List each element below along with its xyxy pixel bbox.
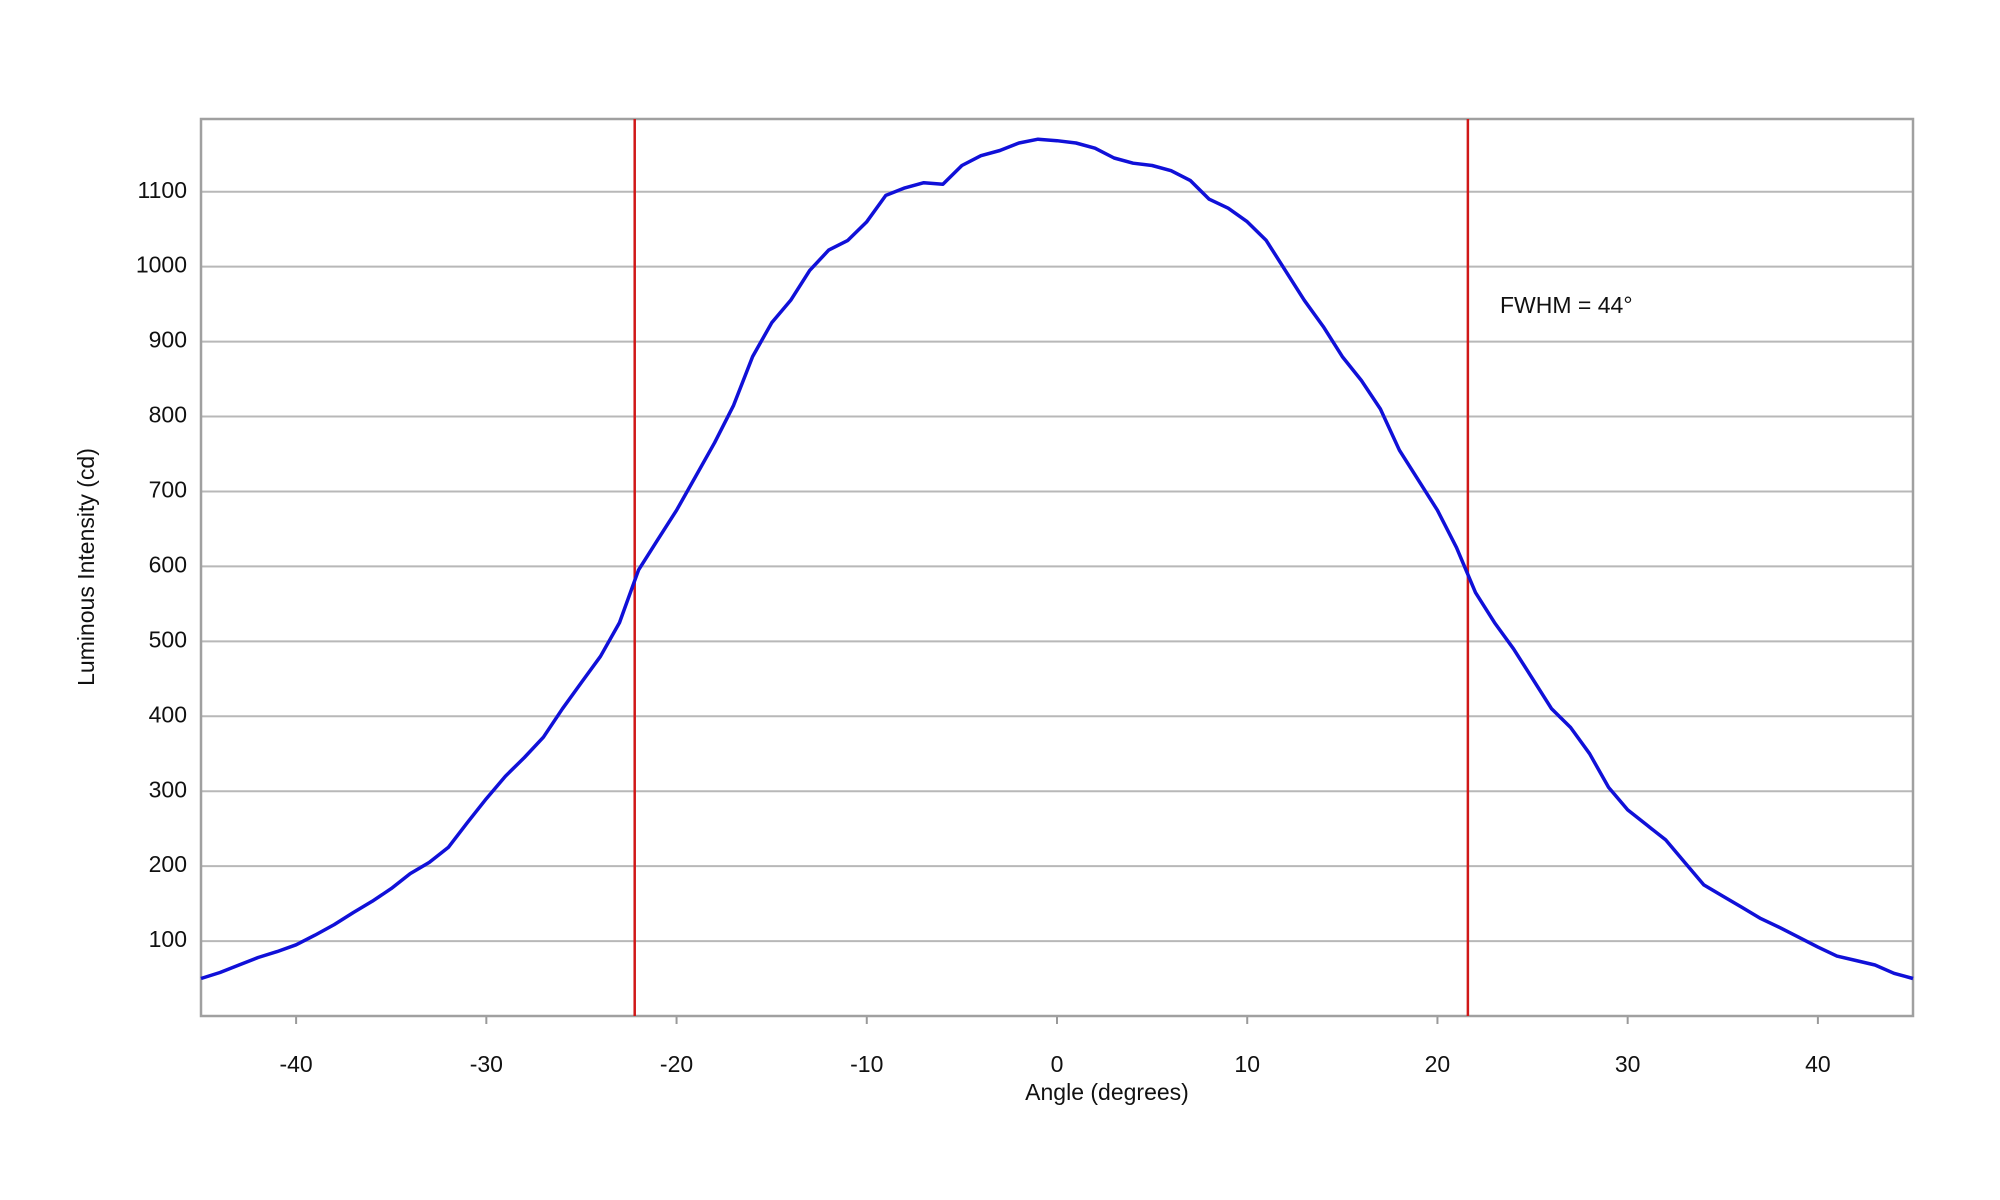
- annotation: FWHM = 44°: [1500, 292, 1633, 318]
- x-tick-label: -20: [660, 1051, 693, 1077]
- y-tick-label: 1100: [138, 177, 187, 203]
- x-tick-label: -30: [470, 1051, 503, 1077]
- x-tick-label: -40: [279, 1051, 312, 1077]
- y-tick-label: 200: [149, 851, 187, 877]
- y-axis-label: Luminous Intensity (cd): [73, 448, 99, 686]
- y-tick-label: 100: [149, 926, 187, 952]
- y-tick-label: 1000: [136, 252, 187, 278]
- data-line: [200, 137, 1914, 981]
- plot-frame: [199, 117, 1915, 1018]
- y-tick-label: 300: [149, 776, 187, 802]
- x-tick-label: -10: [850, 1051, 883, 1077]
- x-tick-label: 10: [1234, 1051, 1260, 1077]
- y-tick-label: 600: [149, 551, 187, 577]
- y-tick-label: 500: [149, 626, 187, 652]
- y-tick-label: 700: [149, 477, 187, 503]
- y-tick-label: 900: [149, 327, 187, 353]
- x-tick-label: 30: [1615, 1051, 1641, 1077]
- y-tick-label: 400: [149, 701, 187, 727]
- x-axis-label: Angle (degrees): [1025, 1079, 1189, 1105]
- x-tick-label: 0: [1051, 1051, 1064, 1077]
- x-tick-label: 40: [1805, 1051, 1831, 1077]
- y-tick-label: 800: [149, 402, 187, 428]
- x-tick-label: 20: [1425, 1051, 1451, 1077]
